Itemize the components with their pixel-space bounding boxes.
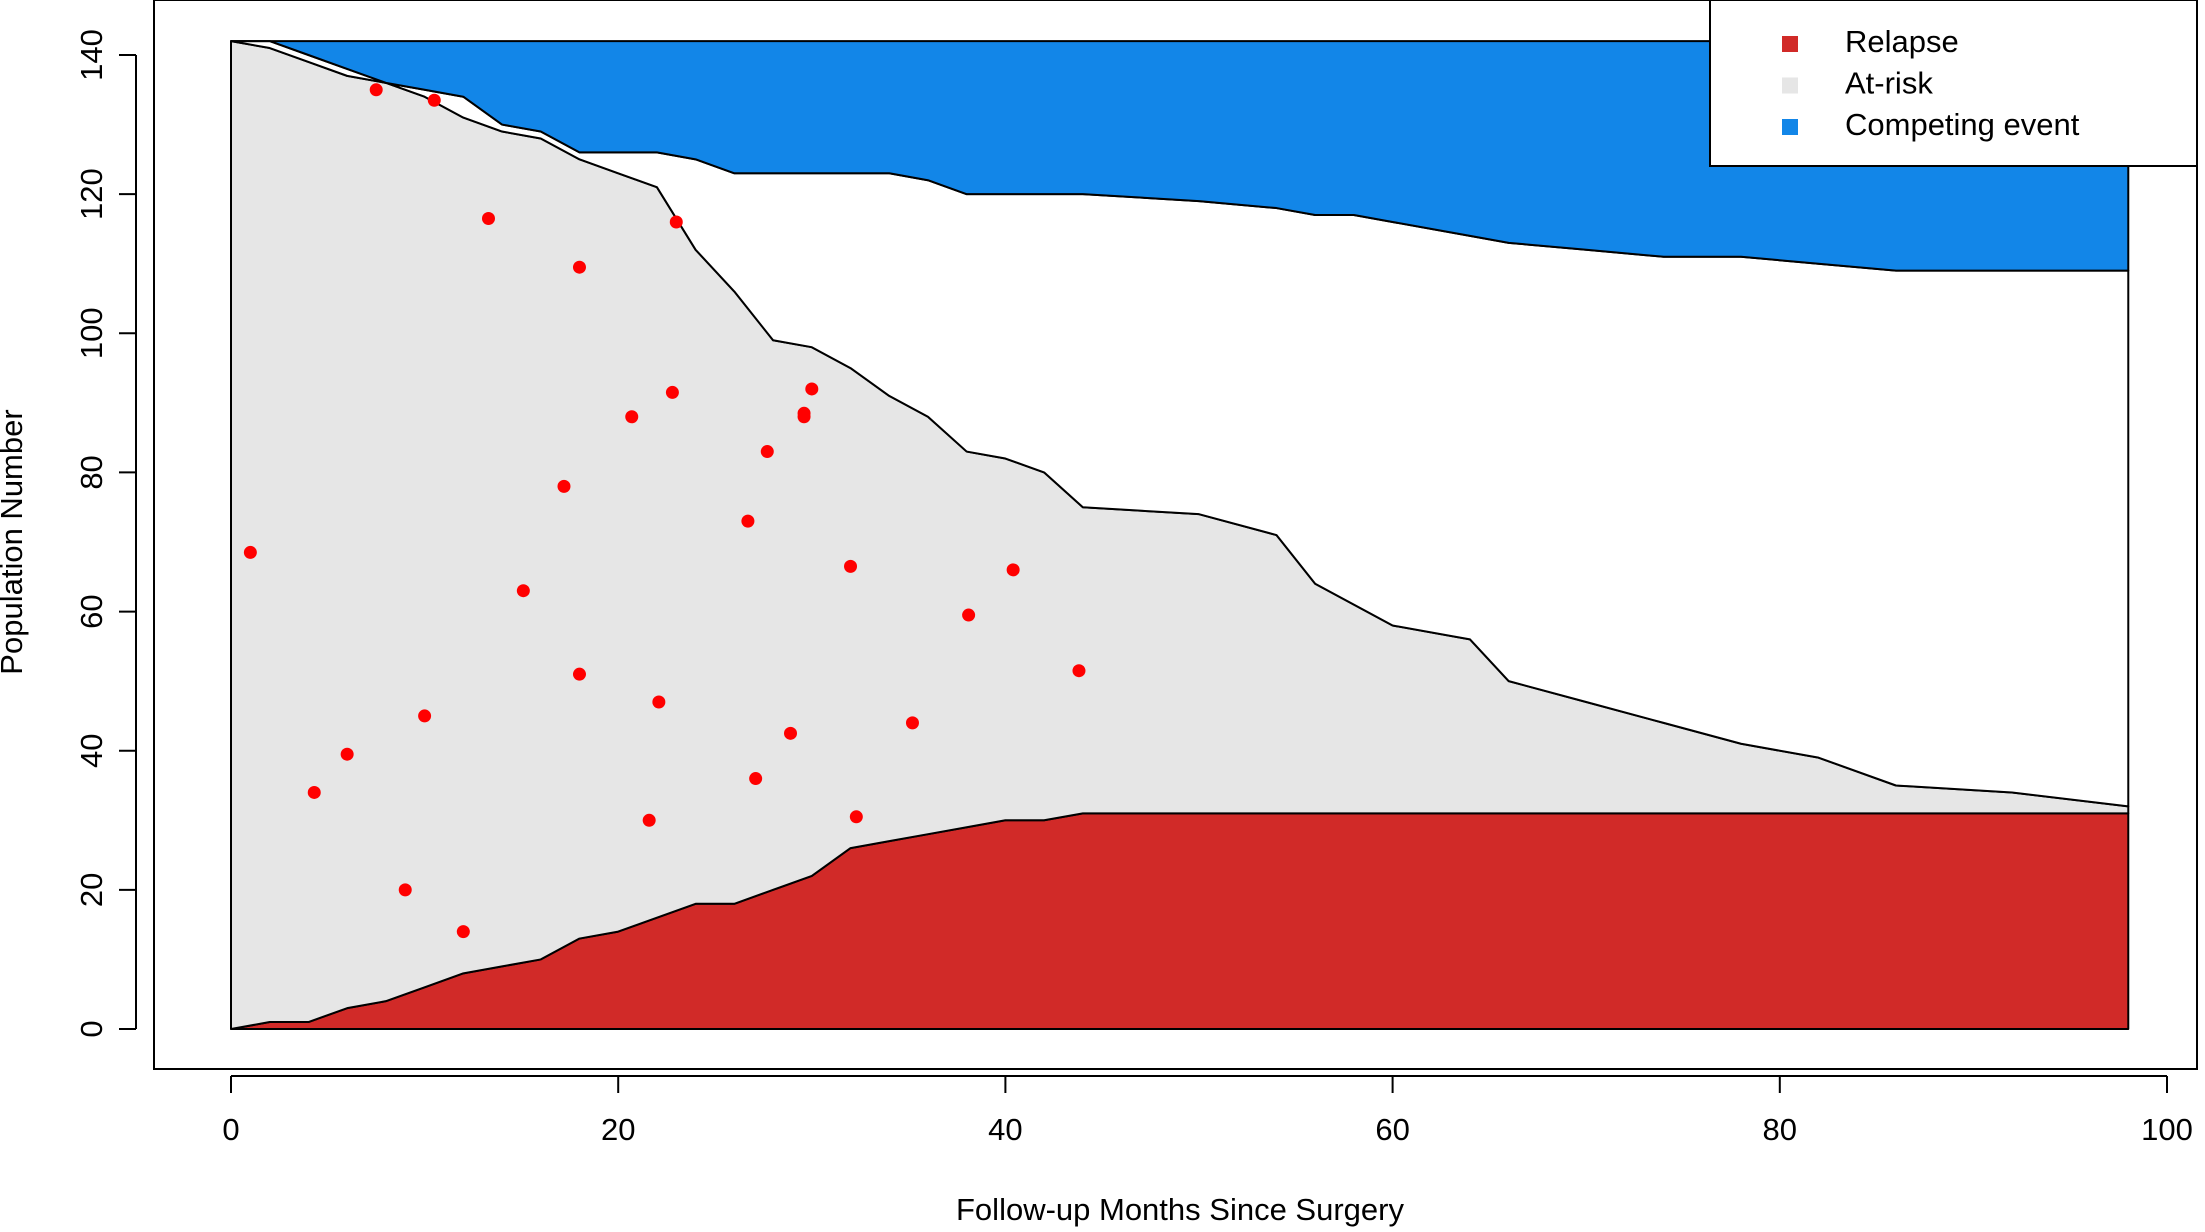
point — [1072, 664, 1086, 678]
legend-label: Competing event — [1845, 107, 2080, 142]
x-tick-label: 20 — [601, 1112, 635, 1147]
legend-swatch — [1782, 119, 1798, 135]
point — [797, 410, 811, 424]
point — [669, 215, 683, 229]
legend-label: At-risk — [1845, 66, 1933, 101]
point — [749, 772, 763, 786]
point — [642, 813, 656, 827]
y-tick-label: 40 — [74, 733, 109, 767]
y-tick-label: 0 — [74, 1020, 109, 1037]
legend-swatch — [1782, 36, 1798, 52]
point — [557, 479, 571, 493]
y-tick-label: 80 — [74, 455, 109, 489]
point — [456, 925, 470, 939]
x-axis-label: Follow-up Months Since Surgery — [956, 1192, 1404, 1227]
point — [760, 445, 774, 459]
point — [398, 883, 412, 897]
point — [427, 93, 441, 107]
point — [516, 584, 530, 598]
point — [572, 260, 586, 274]
y-tick-label: 120 — [74, 168, 109, 220]
point — [307, 785, 321, 799]
point — [844, 559, 858, 573]
point — [418, 709, 432, 723]
y-tick-label: 60 — [74, 594, 109, 628]
point — [962, 608, 976, 622]
point — [805, 382, 819, 396]
point — [243, 545, 257, 559]
y-axis-label: Population Number — [0, 409, 29, 674]
point — [665, 385, 679, 399]
x-tick-label: 0 — [222, 1112, 239, 1147]
point — [652, 695, 666, 709]
point — [1006, 563, 1020, 577]
point — [572, 667, 586, 681]
point — [340, 747, 354, 761]
point — [784, 726, 798, 740]
legend-swatch — [1782, 77, 1798, 94]
point — [625, 410, 639, 424]
x-tick-label: 80 — [1763, 1112, 1797, 1147]
x-tick-label: 40 — [988, 1112, 1022, 1147]
x-tick-label: 60 — [1375, 1112, 1409, 1147]
y-tick-label: 140 — [74, 29, 109, 81]
y-tick-label: 100 — [74, 307, 109, 359]
x-tick-label: 100 — [2141, 1112, 2193, 1147]
point — [905, 716, 919, 730]
point — [481, 211, 495, 225]
legend-label: Relapse — [1845, 24, 1959, 59]
plot-frame — [153, 0, 2198, 1070]
point — [741, 514, 755, 528]
point — [849, 810, 863, 824]
point — [369, 83, 383, 97]
y-tick-label: 20 — [74, 873, 109, 907]
